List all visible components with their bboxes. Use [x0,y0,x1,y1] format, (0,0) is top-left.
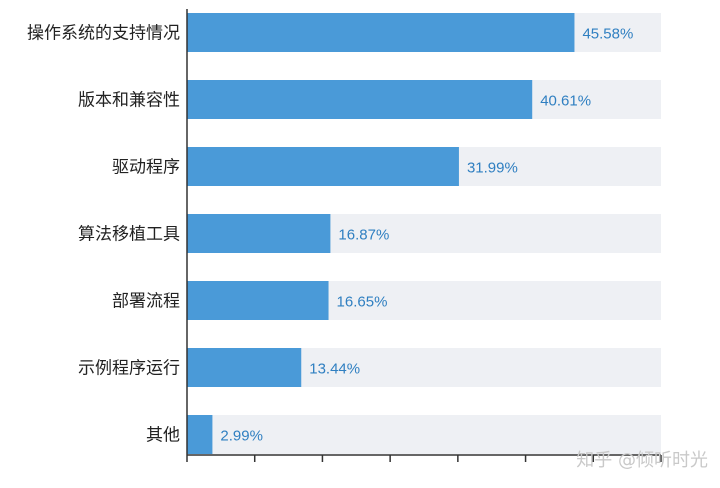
bar [187,80,533,119]
value-label: 16.65% [337,294,388,311]
category-label: 操作系统的支持情况 [27,24,180,44]
bar [187,214,331,253]
bars [187,13,575,454]
bar [187,147,459,186]
category-label: 示例程序运行 [78,359,180,379]
value-labels: 45.58% 40.61% 31.99% 16.87% 16.65% 13.44% 2.99… [220,26,633,445]
bar [187,13,575,52]
category-label: 其他 [146,426,180,446]
category-label: 部署流程 [112,292,180,312]
category-label: 算法移植工具 [78,225,180,245]
watermark: 知乎 @倾听时光 [576,450,708,471]
value-label: 16.87% [338,227,389,244]
value-label: 2.99% [220,428,263,445]
bar-track [187,415,661,454]
x-axis-ticks [186,455,662,462]
value-label: 13.44% [309,361,360,378]
bar [187,348,302,387]
value-label: 45.58% [582,26,633,43]
bar [187,415,213,454]
category-label: 版本和兼容性 [78,91,180,111]
category-label: 驱动程序 [112,158,180,178]
value-label: 31.99% [467,160,518,177]
bar [187,281,329,320]
x-axis [186,9,662,462]
value-label: 40.61% [540,93,591,110]
